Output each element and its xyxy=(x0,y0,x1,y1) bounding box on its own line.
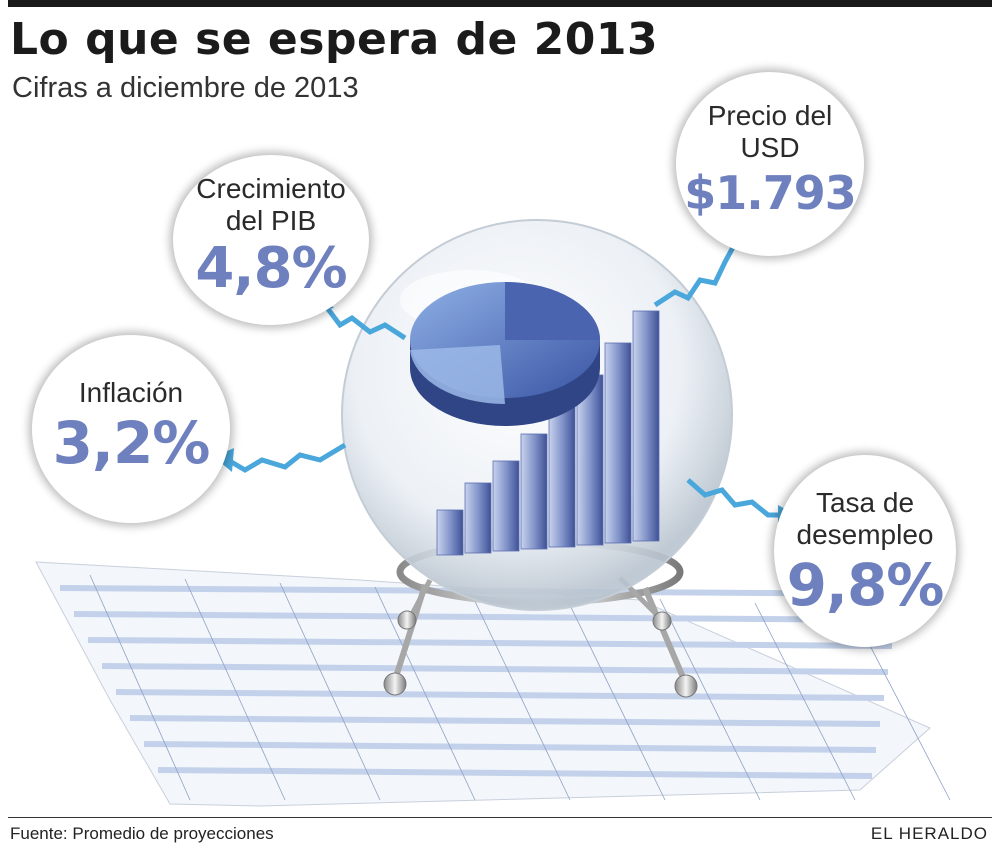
indicator-inflacion: Inflación 3,2% xyxy=(32,335,230,523)
spreadsheet-stripe xyxy=(102,663,888,675)
spreadsheet-gridline xyxy=(374,586,476,801)
indicator-desempleo: Tasa de desempleo 9,8% xyxy=(774,455,956,647)
spreadsheet-stripe xyxy=(130,715,880,727)
indicator-value: 3,2% xyxy=(52,409,211,477)
pie-chart-icon xyxy=(410,282,600,426)
publisher-brand: EL HERALDO xyxy=(870,824,988,843)
spreadsheet-stripe xyxy=(144,741,876,753)
bar-chart-bar xyxy=(548,406,576,548)
indicator-label: del PIB xyxy=(225,205,317,236)
spreadsheet-gridline xyxy=(89,574,191,801)
page-title: Lo que se espera de 2013 xyxy=(10,14,659,65)
spreadsheet-gridline xyxy=(754,602,856,801)
bar-chart-bar xyxy=(436,509,464,556)
indicator-label: Inflación xyxy=(78,377,184,408)
footer-rule xyxy=(8,817,992,818)
indicator-pib: Crecimiento del PIB 4,8% xyxy=(173,155,369,325)
bar-chart-bar xyxy=(464,482,492,554)
spreadsheet-icon xyxy=(35,561,951,807)
bar-chart-bar xyxy=(520,433,548,550)
top-rule xyxy=(8,0,992,7)
indicator-value: 9,8% xyxy=(786,551,945,619)
spreadsheet-stripe xyxy=(116,689,884,701)
spreadsheet-gridline xyxy=(469,590,571,801)
bar-chart-bar xyxy=(604,342,632,544)
page-subtitle: Cifras a diciembre de 2013 xyxy=(12,72,359,104)
bar-chart-bar xyxy=(576,374,604,546)
spreadsheet-gridline xyxy=(659,598,761,801)
indicator-label: Crecimiento xyxy=(196,173,346,204)
indicator-value: $1.793 xyxy=(684,166,857,220)
spreadsheet-stripe xyxy=(88,637,892,649)
indicator-usd: Precio del USD $1.793 xyxy=(676,72,864,256)
indicator-label: Precio del xyxy=(707,100,833,131)
indicator-label: Tasa de xyxy=(815,487,915,518)
zigzag-arrow-icon xyxy=(226,236,785,518)
spreadsheet-gridline xyxy=(564,594,666,801)
bar-chart-bar xyxy=(632,310,660,542)
indicator-value: 4,8% xyxy=(195,236,347,301)
source-note: Fuente: Promedio de proyecciones xyxy=(10,824,274,843)
indicator-label: desempleo xyxy=(796,519,934,550)
spreadsheet-stripe xyxy=(158,767,872,779)
indicator-label: USD xyxy=(740,132,800,163)
spreadsheet-gridline xyxy=(184,578,286,801)
bar-chart-icon xyxy=(436,310,660,556)
spreadsheet-stripe xyxy=(74,611,896,623)
bar-chart-bar xyxy=(492,460,520,552)
spreadsheet-gridline xyxy=(279,582,381,801)
